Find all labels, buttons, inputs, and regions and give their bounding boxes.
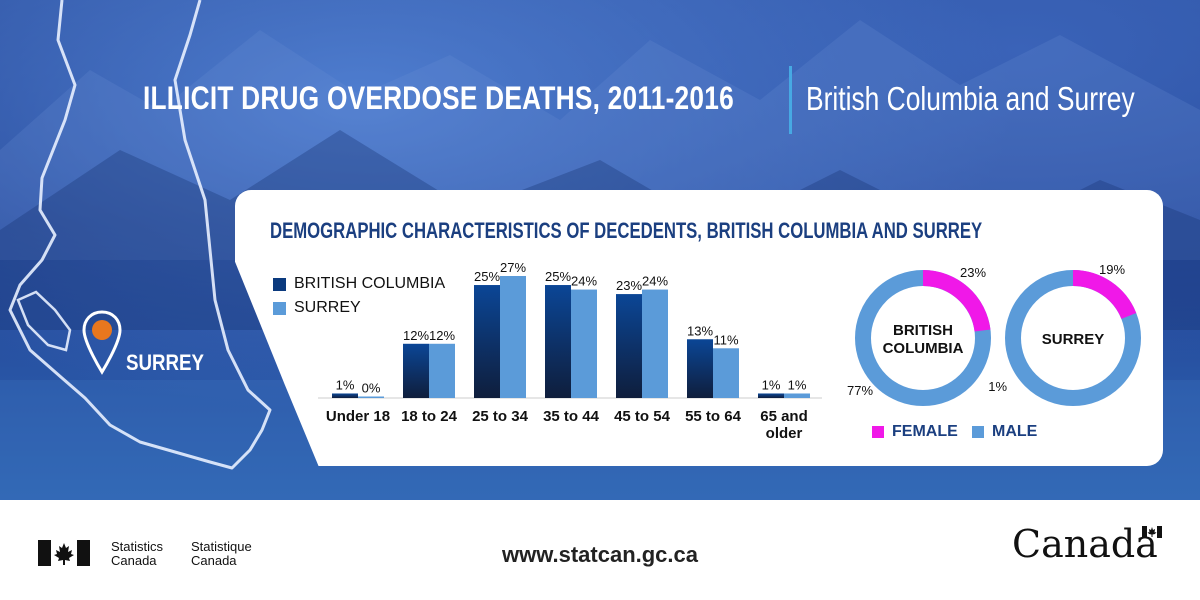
category-label-1: 18 to 24 (401, 408, 458, 425)
bar-surrey-6 (784, 393, 810, 398)
bar-label-surrey-4: 24% (642, 274, 668, 289)
agency-name-english: Statistics Canada (111, 540, 163, 568)
donut-british-columbia-female-label: 23% (960, 265, 986, 280)
canada-wordmark: Canada (1012, 522, 1158, 566)
legend-label-surrey: SURREY (294, 299, 361, 316)
bar-label-surrey-0: 0% (362, 381, 381, 396)
bar-british-columbia-6 (758, 393, 784, 398)
bar-surrey-4 (642, 289, 668, 398)
category-label-5: 55 to 64 (685, 408, 742, 425)
canada-flag-icon (38, 540, 90, 566)
pie-legend-male: MALE (972, 422, 1037, 442)
bar-label-british-columbia-1: 12% (403, 328, 429, 343)
bar-british-columbia-1 (403, 343, 429, 398)
bar-british-columbia-5 (687, 339, 713, 398)
category-label-3: 35 to 44 (543, 408, 600, 425)
donut-surrey-male-label: 81% (988, 379, 1007, 394)
bar-surrey-5 (713, 348, 739, 398)
footer (0, 500, 1200, 600)
page-subtitle: British Columbia and Surrey (806, 80, 1135, 117)
bar-label-british-columbia-5: 13% (687, 323, 713, 338)
bar-label-surrey-3: 24% (571, 274, 597, 289)
pie-legend-label-female: FEMALE (892, 423, 958, 440)
bar-surrey-0 (358, 396, 384, 398)
title-divider (789, 66, 792, 134)
donut-british-columbia-title: COLUMBIA (883, 340, 964, 357)
bar-british-columbia-3 (545, 285, 571, 398)
bar-label-surrey-6: 1% (788, 377, 807, 392)
donut-british-columbia-female-slice (855, 270, 991, 406)
page-title: ILLICIT DRUG OVERDOSE DEATHS, 2011-2016 (143, 80, 734, 116)
donut-surrey-chart: SURREY 19% 81% (981, 262, 1141, 406)
wordmark-flag-icon (1142, 526, 1162, 538)
pie-legend-female: FEMALE (872, 422, 958, 442)
donut-british-columbia-title: BRITISH (893, 322, 953, 339)
agency-name-english-line-1: Statistics (111, 539, 164, 554)
bar-label-british-columbia-3: 25% (545, 269, 571, 284)
agency-name-french: Statistique Canada (191, 540, 252, 568)
bar-label-british-columbia-4: 23% (616, 278, 642, 293)
bar-label-surrey-5: 11% (713, 332, 738, 347)
location-pin-icon (82, 310, 122, 375)
category-label-4: 45 to 54 (614, 408, 671, 425)
category-label-6: older (766, 425, 803, 442)
bar-british-columbia-2 (474, 285, 500, 398)
donut-british-columbia: BRITISH COLUMBIA 23% 77% (838, 258, 1008, 423)
bar-label-surrey-1: 12% (429, 328, 455, 343)
map-location-label: SURREY (126, 350, 204, 375)
website-link[interactable]: www.statcan.gc.ca (501, 542, 699, 567)
donut-british-columbia-male-label: 77% (847, 383, 873, 398)
agency-name-french-line-1: Statistique (191, 539, 252, 554)
legend-label-british-columbia: BRITISH COLUMBIA (294, 275, 446, 292)
category-label-0: Under 18 (326, 408, 390, 425)
legend-swatch-british-columbia (273, 277, 286, 291)
bar-label-surrey-2: 27% (500, 260, 526, 275)
bar-surrey-2 (500, 276, 526, 398)
bar-british-columbia-4 (616, 294, 642, 398)
agency-name-english-line-2: Canada (111, 553, 157, 568)
british-columbia-outline-icon (8, 0, 272, 470)
donut-surrey-title: SURREY (1042, 331, 1105, 348)
bar-label-british-columbia-6: 1% (762, 377, 781, 392)
legend-british-columbia: BRITISH COLUMBIA (273, 274, 445, 294)
donut-surrey: SURREY 19% 81% (981, 258, 1158, 423)
bar-label-british-columbia-0: 1% (336, 377, 355, 392)
bar-surrey-3 (571, 289, 597, 398)
donut-surrey-female-label: 19% (1099, 262, 1125, 277)
bar-label-british-columbia-2: 25% (474, 269, 500, 284)
pie-legend-swatch-female (872, 426, 884, 438)
agency-name-french-line-2: Canada (191, 553, 237, 568)
legend-surrey: SURREY (273, 298, 361, 318)
category-label-6: 65 and (760, 408, 808, 425)
legend-swatch-surrey (273, 301, 286, 315)
pie-legend-swatch-male (972, 426, 984, 438)
bar-british-columbia-0 (332, 393, 358, 398)
bar-surrey-1 (429, 343, 455, 398)
pie-legend-label-male: MALE (992, 423, 1038, 440)
category-label-2: 25 to 34 (472, 408, 529, 425)
chart-panel-title: DEMOGRAPHIC CHARACTERISTICS OF DECEDENTS… (270, 218, 983, 243)
donut-surrey-female-slice (1005, 270, 1141, 406)
